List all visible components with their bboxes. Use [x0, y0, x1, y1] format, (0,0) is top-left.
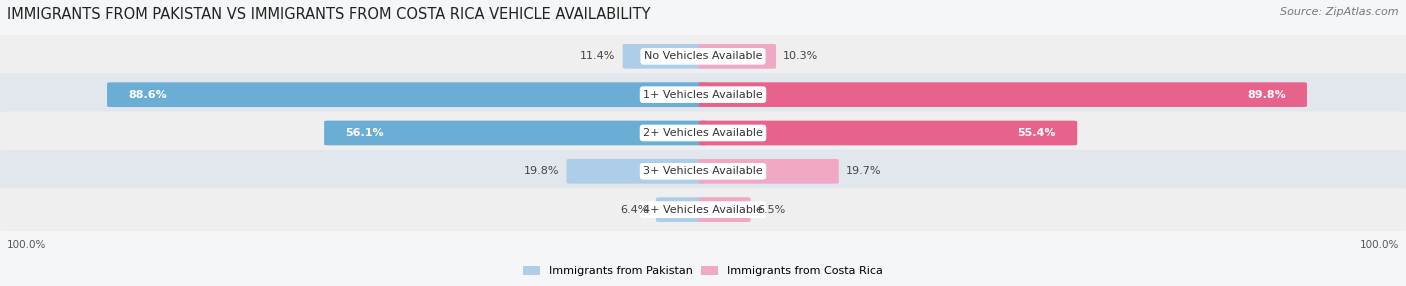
FancyBboxPatch shape	[0, 188, 1406, 231]
Text: 56.1%: 56.1%	[346, 128, 384, 138]
Text: 6.5%: 6.5%	[758, 205, 786, 214]
FancyBboxPatch shape	[107, 82, 707, 107]
Text: 11.4%: 11.4%	[581, 51, 616, 61]
FancyBboxPatch shape	[0, 150, 1406, 193]
FancyBboxPatch shape	[623, 44, 707, 69]
Text: 3+ Vehicles Available: 3+ Vehicles Available	[643, 166, 763, 176]
Text: 88.6%: 88.6%	[128, 90, 167, 100]
FancyBboxPatch shape	[325, 121, 707, 145]
FancyBboxPatch shape	[699, 44, 776, 69]
FancyBboxPatch shape	[699, 121, 1077, 145]
Legend: Immigrants from Pakistan, Immigrants from Costa Rica: Immigrants from Pakistan, Immigrants fro…	[519, 261, 887, 281]
FancyBboxPatch shape	[567, 159, 707, 184]
Text: IMMIGRANTS FROM PAKISTAN VS IMMIGRANTS FROM COSTA RICA VEHICLE AVAILABILITY: IMMIGRANTS FROM PAKISTAN VS IMMIGRANTS F…	[7, 7, 651, 22]
FancyBboxPatch shape	[0, 35, 1406, 78]
Text: 1+ Vehicles Available: 1+ Vehicles Available	[643, 90, 763, 100]
Text: 2+ Vehicles Available: 2+ Vehicles Available	[643, 128, 763, 138]
Text: 6.4%: 6.4%	[620, 205, 650, 214]
Text: 100.0%: 100.0%	[1360, 240, 1399, 250]
Text: 100.0%: 100.0%	[7, 240, 46, 250]
Text: 4+ Vehicles Available: 4+ Vehicles Available	[643, 205, 763, 214]
Text: No Vehicles Available: No Vehicles Available	[644, 51, 762, 61]
FancyBboxPatch shape	[699, 197, 751, 222]
FancyBboxPatch shape	[699, 82, 1308, 107]
FancyBboxPatch shape	[0, 73, 1406, 116]
Text: 55.4%: 55.4%	[1018, 128, 1056, 138]
Text: Source: ZipAtlas.com: Source: ZipAtlas.com	[1281, 7, 1399, 17]
Text: 89.8%: 89.8%	[1247, 90, 1286, 100]
Text: 19.7%: 19.7%	[846, 166, 882, 176]
FancyBboxPatch shape	[699, 159, 839, 184]
FancyBboxPatch shape	[0, 112, 1406, 154]
FancyBboxPatch shape	[657, 197, 707, 222]
Text: 10.3%: 10.3%	[783, 51, 818, 61]
Text: 19.8%: 19.8%	[524, 166, 560, 176]
